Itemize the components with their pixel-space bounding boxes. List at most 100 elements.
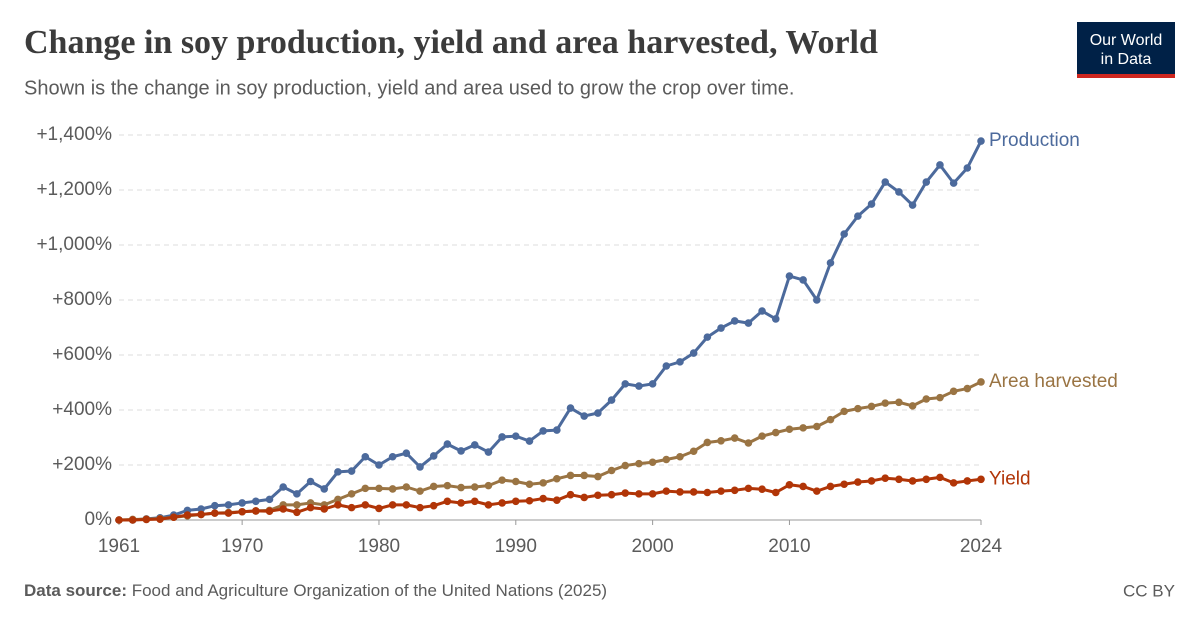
- x-tick-label: 2024: [960, 536, 1003, 557]
- point: [977, 137, 985, 145]
- point: [347, 490, 356, 498]
- point: [279, 505, 287, 513]
- point: [785, 481, 794, 489]
- point: [854, 478, 862, 486]
- point: [881, 178, 890, 186]
- point: [799, 424, 807, 432]
- point: [265, 507, 274, 515]
- point: [799, 276, 807, 284]
- point: [293, 508, 301, 517]
- y-tick-label: +400%: [52, 399, 112, 420]
- y-tick-label: +600%: [52, 344, 112, 365]
- point: [498, 499, 506, 507]
- point: [443, 497, 452, 506]
- point: [293, 490, 301, 498]
- point: [375, 484, 383, 493]
- point: [580, 471, 589, 480]
- point: [840, 230, 848, 238]
- point: [320, 505, 329, 513]
- point: [977, 475, 985, 484]
- point: [648, 380, 657, 388]
- point: [826, 259, 835, 267]
- series-label: Yield: [989, 468, 1031, 489]
- point: [197, 505, 205, 513]
- point: [676, 488, 684, 496]
- point: [771, 488, 780, 497]
- point: [429, 501, 438, 510]
- point: [963, 164, 972, 172]
- point: [594, 491, 602, 500]
- point: [635, 490, 643, 498]
- point: [635, 382, 643, 390]
- point: [511, 497, 520, 506]
- point: [498, 476, 506, 484]
- point: [457, 499, 465, 507]
- point: [730, 317, 739, 325]
- point: [895, 475, 903, 484]
- point: [470, 497, 479, 506]
- point: [689, 349, 698, 357]
- logo-box: [1077, 22, 1175, 77]
- point: [306, 503, 315, 512]
- point: [635, 459, 643, 468]
- point: [881, 399, 890, 407]
- point: [922, 395, 931, 403]
- line: [119, 140, 983, 522]
- point: [115, 516, 123, 524]
- x-tick-label: 1970: [221, 536, 263, 557]
- y-tick-label: 0%: [85, 509, 113, 530]
- chart-subtitle: Shown is the change in soy production, y…: [24, 77, 794, 99]
- point: [949, 479, 958, 487]
- point: [539, 479, 547, 487]
- source-label: Data source:: [24, 581, 127, 600]
- point: [936, 473, 944, 482]
- point: [320, 485, 329, 493]
- point: [662, 362, 671, 370]
- point: [689, 447, 698, 456]
- point: [429, 482, 438, 491]
- point: [744, 439, 753, 447]
- point: [224, 501, 233, 509]
- point: [676, 358, 684, 366]
- point: [224, 509, 233, 517]
- point: [539, 427, 547, 435]
- point: [539, 494, 547, 503]
- point: [210, 501, 219, 510]
- point: [553, 426, 561, 434]
- point: [457, 447, 465, 455]
- point: [566, 471, 575, 480]
- point: [922, 178, 931, 186]
- point: [580, 412, 589, 420]
- point: [621, 489, 630, 497]
- point: [252, 507, 260, 515]
- point: [252, 497, 260, 506]
- point: [963, 477, 972, 485]
- point: [169, 513, 178, 522]
- x-tick-label: 2010: [768, 536, 810, 557]
- point: [717, 487, 725, 495]
- point: [525, 480, 534, 489]
- logo: Our World in Data: [1077, 22, 1175, 78]
- y-tick-label: +1,400%: [36, 124, 112, 145]
- point: [566, 490, 575, 499]
- point: [648, 458, 657, 467]
- point: [388, 485, 397, 493]
- point: [771, 315, 780, 323]
- logo-text: Our World: [1090, 32, 1163, 49]
- point: [895, 188, 903, 196]
- point: [594, 409, 602, 417]
- x-tick-label: 1990: [495, 536, 537, 557]
- point: [293, 501, 301, 509]
- series-label: Production: [989, 130, 1080, 151]
- point: [553, 474, 561, 483]
- point: [470, 441, 479, 449]
- x-tick-label: 1961: [98, 536, 140, 557]
- point: [279, 483, 287, 491]
- point: [388, 501, 397, 509]
- point: [375, 504, 383, 513]
- point: [908, 201, 917, 209]
- point: [662, 487, 671, 495]
- point: [347, 503, 356, 512]
- point: [730, 486, 739, 495]
- point: [306, 477, 315, 486]
